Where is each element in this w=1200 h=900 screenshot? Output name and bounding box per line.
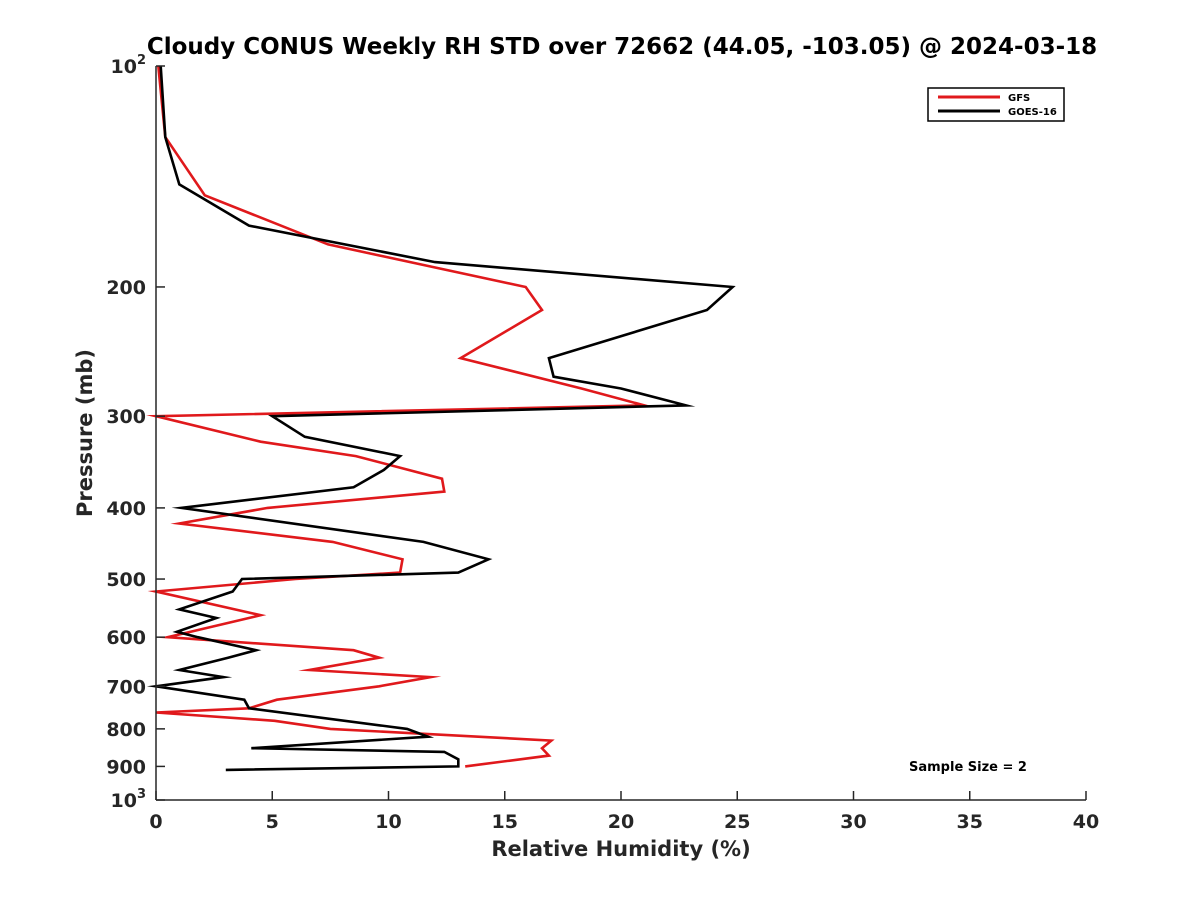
y-tick-label: 700 — [106, 676, 146, 698]
x-tick-label: 0 — [149, 811, 162, 833]
y-tick-label: 400 — [106, 498, 146, 520]
x-tick-label: 25 — [724, 811, 750, 833]
x-tick-label: 30 — [840, 811, 866, 833]
x-tick-label: 5 — [266, 811, 279, 833]
y-tick-label: 600 — [106, 627, 146, 649]
x-tick-label: 20 — [608, 811, 634, 833]
tick-layer: 0 5 10 15 20 25 30 35 40 102 200 300 400 500 600 700 800… — [106, 53, 1099, 833]
legend-label-goes16: GOES-16 — [1008, 107, 1057, 118]
x-tick-label: 10 — [375, 811, 401, 833]
chart-title: Cloudy CONUS Weekly RH STD over 72662 (4… — [147, 34, 1097, 60]
x-tick-label: 35 — [957, 811, 983, 833]
x-tick-label: 15 — [492, 811, 518, 833]
x-tick-label: 40 — [1073, 811, 1099, 833]
y-axis-label: Pressure (mb) — [73, 349, 97, 517]
y-tick-label: 102 — [111, 53, 147, 78]
y-tick-label: 800 — [106, 719, 146, 741]
series-line-goes16 — [146, 65, 736, 772]
y-tick-label: 103 — [111, 787, 147, 812]
x-axis-label: Relative Humidity (%) — [491, 837, 750, 861]
legend: GFS GOES-16 — [927, 87, 1065, 122]
y-tick-label: 300 — [106, 406, 146, 428]
y-tick-label: 900 — [106, 756, 146, 778]
legend-label-gfs: GFS — [1008, 93, 1030, 104]
legend-box — [927, 87, 1065, 122]
y-tick-label: 500 — [106, 569, 146, 591]
y-tick-label: 200 — [106, 277, 146, 299]
sample-size-annotation: Sample Size = 2 — [909, 760, 1027, 775]
